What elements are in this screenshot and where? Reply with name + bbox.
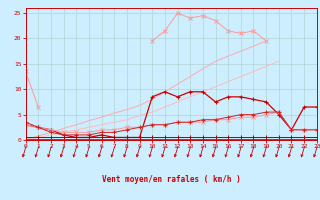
Text: Vent moyen/en rafales ( km/h ): Vent moyen/en rafales ( km/h ) (102, 176, 241, 184)
